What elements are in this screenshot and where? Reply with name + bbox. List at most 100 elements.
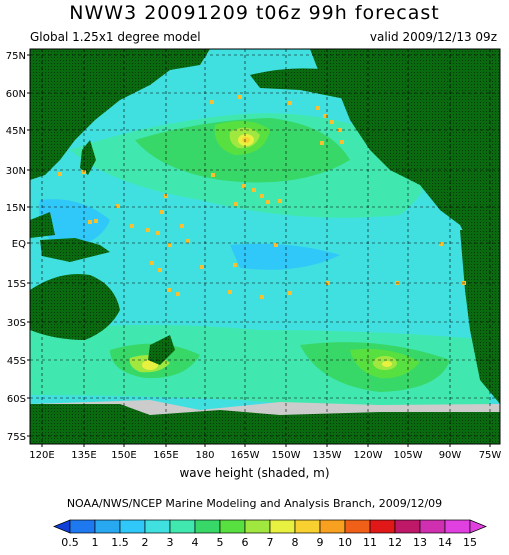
buoy-marker xyxy=(116,204,120,208)
colorbar-label: 3 xyxy=(167,536,174,549)
colorbar-swatch xyxy=(419,519,446,534)
longitude-labels: 120E 135E 150E 165E 180 165W 150W 135W 120W 105W 9… xyxy=(29,444,501,461)
land-antarctica xyxy=(30,404,500,444)
colorbar-label: 10 xyxy=(338,536,352,549)
colorbar-swatch xyxy=(219,519,246,534)
map-title: NWW3 20091209 t06z 99h forecast xyxy=(69,2,440,24)
colorbar-swatch xyxy=(244,519,271,534)
buoy-marker xyxy=(156,231,160,235)
lat-label: 45N xyxy=(6,126,26,137)
latitude-labels: 75N 60N 45N 30N 15N EQ 15S 30S 45S 60S 75S xyxy=(6,51,30,443)
buoy-marker xyxy=(160,210,164,214)
colorbar-label: 9 xyxy=(317,536,324,549)
colorbar-label: 7 xyxy=(267,536,274,549)
colorbar-swatch xyxy=(344,519,371,534)
buoy-marker xyxy=(288,291,292,295)
lon-label: 165E xyxy=(153,450,178,461)
lon-label: 165W xyxy=(231,450,260,461)
land-australia xyxy=(30,274,120,340)
lon-label: 150E xyxy=(111,450,136,461)
lon-label: 90W xyxy=(439,450,462,461)
buoy-marker xyxy=(320,141,324,145)
lon-label: 120W xyxy=(354,450,383,461)
lat-label: EQ xyxy=(12,239,26,250)
buoy-marker xyxy=(210,100,214,104)
buoy-marker xyxy=(340,140,344,144)
colorbar-label: 0.5 xyxy=(61,536,79,549)
buoy-marker xyxy=(168,243,172,247)
buoy-marker xyxy=(234,202,238,206)
buoy-marker xyxy=(330,120,334,124)
x-axis-label: wave height (shaded, m) xyxy=(179,466,330,480)
buoy-marker xyxy=(186,239,190,243)
colorbar-high-arrow xyxy=(469,519,487,534)
buoy-marker xyxy=(94,219,98,223)
model-subtitle: Global 1.25x1 degree model xyxy=(30,30,201,44)
buoy-marker xyxy=(252,188,256,192)
colorbar-label: 1 xyxy=(92,536,99,549)
buoy-marker xyxy=(146,228,150,232)
land-japan xyxy=(80,140,96,175)
lon-label: 120E xyxy=(29,450,54,461)
buoy-marker xyxy=(278,199,282,203)
colorbar-swatch xyxy=(269,519,296,534)
buoy-marker xyxy=(260,295,264,299)
buoy-marker xyxy=(323,114,327,118)
buoy-marker xyxy=(176,292,180,296)
buoy-marker xyxy=(150,261,154,265)
colorbar-swatch xyxy=(144,519,171,534)
graticule xyxy=(30,49,500,444)
lat-label: 30S xyxy=(7,318,26,329)
buoy-marker xyxy=(200,265,204,269)
colorbar-low-arrow xyxy=(53,519,71,534)
colorbar-label: 2 xyxy=(142,536,149,549)
colorbar-swatch xyxy=(319,519,346,534)
lat-label: 75N xyxy=(6,51,26,62)
colorbar-swatch xyxy=(294,519,321,534)
map-frame xyxy=(29,48,501,445)
buoy-marker xyxy=(288,101,292,105)
colorbar-swatch xyxy=(94,519,121,534)
buoy-marker xyxy=(130,224,134,228)
colorbar-swatch xyxy=(394,519,421,534)
buoy-marker xyxy=(88,220,92,224)
lon-label: 75W xyxy=(479,450,502,461)
colorbar: 0.5 1 1.5 2 3 4 5 6 7 8 9 10 11 12 13 14 15 xyxy=(53,519,487,549)
lat-label: 15S xyxy=(7,279,26,290)
lon-label: 105W xyxy=(394,450,423,461)
buoy-marker xyxy=(338,128,342,132)
buoy-marker xyxy=(439,242,443,246)
lat-label: 75S xyxy=(7,432,26,443)
land-new-zealand xyxy=(148,335,175,365)
buoy-marker xyxy=(242,184,246,188)
colorbar-label: 8 xyxy=(292,536,299,549)
buoy-marker xyxy=(167,288,171,292)
buoy-marker xyxy=(158,268,162,272)
colorbar-swatch xyxy=(169,519,196,534)
colorbar-label: 5 xyxy=(217,536,224,549)
buoy-marker xyxy=(326,281,330,285)
buoy-marker xyxy=(180,224,184,228)
lat-label: 60S xyxy=(7,394,26,405)
buoy-marker xyxy=(211,173,215,177)
buoy-marker xyxy=(260,194,264,198)
colorbar-label: 12 xyxy=(388,536,402,549)
buoy-marker xyxy=(266,200,270,204)
buoy-marker xyxy=(58,172,62,176)
lat-label: 30N xyxy=(6,166,26,177)
buoy-marker xyxy=(316,106,320,110)
wave-height-bands xyxy=(30,113,490,407)
colorbar-label: 1.5 xyxy=(111,536,129,549)
buoy-marker xyxy=(228,290,232,294)
land-new-guinea xyxy=(40,238,110,262)
land-asia xyxy=(30,49,210,180)
colorbar-swatch xyxy=(369,519,396,534)
valid-time: valid 2009/12/13 09z xyxy=(369,30,497,44)
lat-label: 60N xyxy=(6,89,26,100)
colorbar-label: 11 xyxy=(363,536,377,549)
lon-label: 135W xyxy=(313,450,342,461)
colorbar-swatch xyxy=(69,519,96,534)
colorbar-swatch xyxy=(119,519,146,534)
lon-label: 135E xyxy=(71,450,96,461)
